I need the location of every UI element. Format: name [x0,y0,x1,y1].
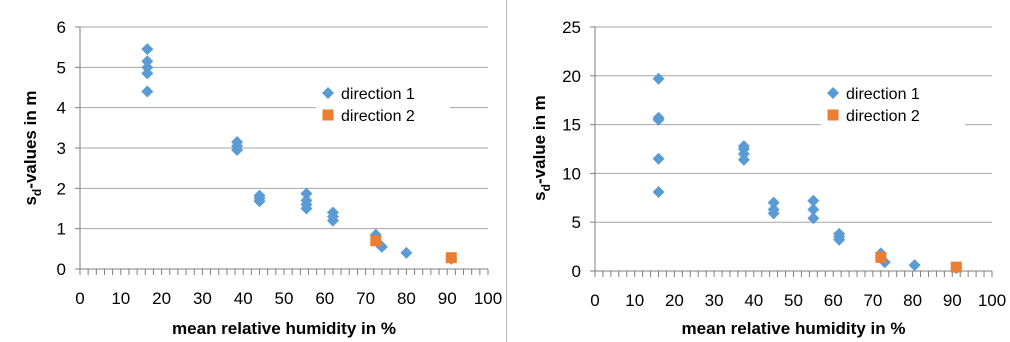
left-y-tick-label: 4 [57,99,66,118]
right-y-tick-label: 10 [562,164,581,183]
chart-left: 0 1 2 3 4 5 6 0 10 20 30 40 50 60 70 80 90 100 mean relati… [21,18,502,338]
left-legend-marker-2 [322,109,334,121]
right-point-series-2 [950,261,962,273]
left-legend-box [316,79,450,127]
right-point-series-1 [767,196,780,209]
left-point-series-1 [141,85,154,98]
left-x-tick-label: 10 [111,289,130,308]
right-y-tick-label: 5 [572,213,581,232]
panel-divider [506,0,507,342]
left-y-tick-label: 3 [57,139,66,158]
left-x-tick-label: 80 [397,289,416,308]
right-x-tick-label: 10 [625,291,644,310]
right-x-tick-label: 80 [903,291,922,310]
right-point-series-1 [807,212,820,225]
left-point-series-2 [445,252,457,264]
right-y-tick-label: 20 [562,67,581,86]
left-y-tick-label: 0 [57,260,66,279]
left-x-tick-label: 20 [152,289,171,308]
right-point-series-1 [807,194,820,207]
left-point-series-1 [326,214,339,227]
right-point-series-1 [807,203,820,216]
left-point-series-1 [300,187,313,200]
right-x-tick-label: 20 [665,291,684,310]
left-point-series-1 [141,55,154,68]
right-point-series-1 [652,152,665,165]
right-x-tick-label: 60 [824,291,843,310]
left-point-series-1 [141,43,154,56]
left-legend-marker-1 [322,87,334,99]
left-point-series-1 [400,246,413,259]
right-y-axis-title: sd-value in m [530,95,553,201]
right-y-tick-label: 25 [562,18,581,37]
left-point-series-1 [300,202,313,215]
chart-right: 0 5 10 15 20 25 0 10 20 30 40 50 60 70 80 90 100 mean rel… [505,0,1010,342]
left-x-tick-label: 60 [315,289,334,308]
right-point-series-1 [833,233,846,246]
right-legend-box [821,79,965,127]
right-point-series-2 [875,251,887,263]
right-point-series-1 [908,259,921,272]
right-x-tick-label: 0 [590,291,599,310]
right-y-tick-label: 0 [572,262,581,281]
right-point-series-1 [652,72,665,85]
right-legend-label-1: direction 1 [846,86,920,103]
right-x-tick-label: 50 [784,291,803,310]
right-x-tick-label: 90 [943,291,962,310]
left-x-tick-label: 50 [275,289,294,308]
right-point-series-1 [652,113,665,126]
left-y-tick-label: 2 [57,179,66,198]
right-y-tick-label: 15 [562,116,581,135]
right-x-tick-label: 30 [705,291,724,310]
left-point-series-2 [370,235,382,247]
left-y-axis-title: sd-values in m [21,90,44,205]
left-x-tick-label: 70 [356,289,375,308]
right-x-tick-label: 40 [744,291,763,310]
left-point-series-1 [141,67,154,80]
left-x-tick-label: 100 [474,289,502,308]
right-x-tick-label: 100 [978,291,1006,310]
left-y-tick-label: 1 [57,220,66,239]
right-x-axis-title: mean relative humidity in % [682,319,906,338]
right-point-series-1 [652,185,665,198]
left-legend-label-1: direction 1 [341,86,415,103]
chart-right-svg: 0 5 10 15 20 25 0 10 20 30 40 50 60 70 80 90 100 mean rel… [530,18,1006,338]
left-y-tick-label: 6 [57,18,66,37]
right-legend-marker-1 [827,87,839,99]
right-point-series-1 [737,153,750,166]
left-point-series-1 [141,61,154,74]
right-legend-marker-2 [827,109,839,121]
left-y-tick-label: 5 [57,58,66,77]
left-x-tick-label: 0 [75,289,84,308]
left-legend-label-2: direction 2 [341,108,415,125]
right-x-tick-label: 70 [863,291,882,310]
left-x-tick-label: 30 [193,289,212,308]
left-x-tick-label: 90 [438,289,457,308]
right-legend-label-2: direction 2 [846,108,920,125]
left-point-series-1 [253,195,266,208]
left-point-series-1 [231,144,244,157]
left-x-axis-title: mean relative humidity in % [172,319,396,338]
right-point-series-1 [767,207,780,220]
left-x-tick-label: 40 [234,289,253,308]
